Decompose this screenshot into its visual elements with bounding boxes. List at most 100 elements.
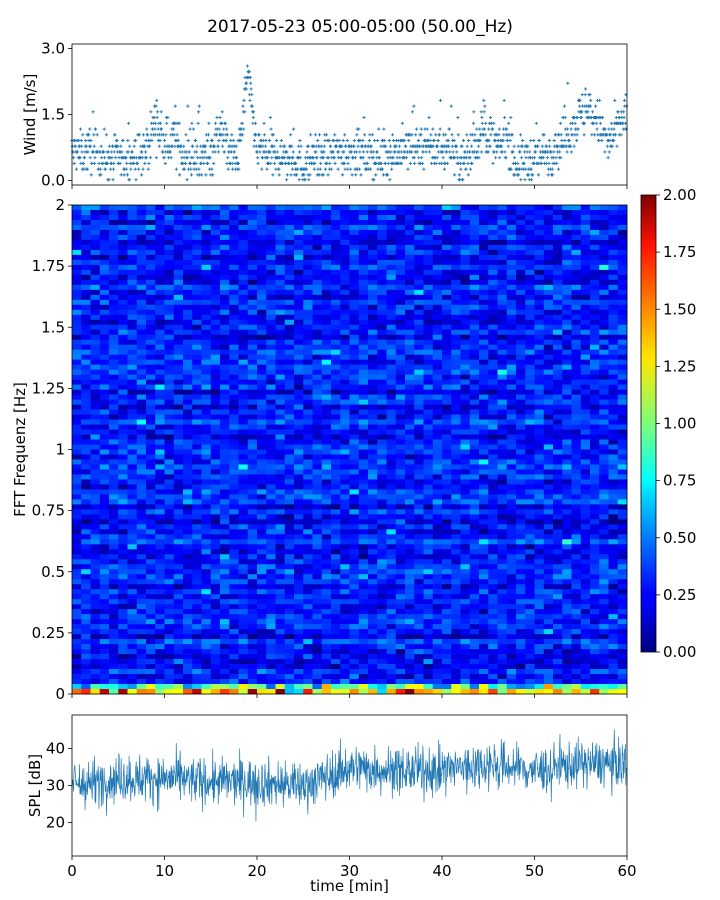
wind-point	[285, 178, 289, 182]
spectrogram-cell	[312, 404, 323, 410]
spectrogram-cell	[340, 374, 350, 380]
spectrogram-cell	[580, 444, 591, 450]
spectrogram-cell	[127, 279, 138, 286]
spectrogram-cell	[405, 379, 415, 385]
spectrogram-cell	[617, 224, 628, 231]
spectrogram-cell	[321, 314, 332, 321]
spectrogram-cell	[469, 259, 480, 266]
spectrogram-cell	[109, 284, 119, 291]
spectrogram-cell	[257, 314, 267, 321]
spectrogram-cell	[284, 359, 295, 365]
spectrogram-cell	[257, 429, 267, 435]
spectrogram-cell	[516, 389, 526, 395]
spectrogram-cell	[479, 469, 489, 475]
spectrogram-cell	[229, 394, 239, 400]
spectrogram-cell	[183, 364, 193, 370]
spectrogram-cell	[99, 404, 110, 410]
spectrogram-cell	[275, 209, 286, 216]
spectrogram-cell	[358, 269, 369, 276]
wind-point	[615, 144, 619, 148]
wind-point	[502, 115, 507, 120]
spectrogram-cell	[442, 434, 452, 440]
spectrogram-cell	[201, 469, 212, 475]
spectrogram-cell	[340, 304, 350, 311]
spectrogram-cell	[90, 424, 101, 430]
spectrogram-cell	[118, 419, 128, 425]
wind-point	[258, 150, 262, 154]
spectrogram-cell	[247, 334, 258, 341]
spectrogram-cell	[580, 334, 591, 341]
spectrogram-cell	[266, 404, 276, 410]
spectrogram-cell	[368, 384, 378, 390]
wind-point	[304, 167, 309, 171]
spectrogram-cell	[99, 229, 110, 236]
spectrogram-cell	[294, 379, 304, 385]
spectrogram-cell	[146, 429, 156, 435]
spectrogram-cell	[423, 394, 434, 400]
spectrogram-cell	[99, 324, 110, 331]
wind-point	[225, 133, 229, 137]
spectrogram-cell	[525, 274, 535, 281]
spectrogram-cell	[284, 339, 295, 346]
spectrogram-cell	[164, 274, 175, 281]
spectrogram-cell	[590, 314, 600, 321]
wind-point	[150, 138, 154, 143]
spectrogram-cell	[469, 314, 480, 321]
spectrogram-cell	[173, 404, 184, 410]
spectrogram-cell	[146, 294, 156, 301]
spectrogram-cell	[164, 489, 175, 495]
spectrogram-cell	[331, 429, 341, 435]
spectrogram-cell	[580, 414, 591, 420]
spectrogram-cell	[284, 224, 295, 231]
spectrogram-cell	[460, 239, 471, 246]
spectrogram-cell	[303, 484, 313, 490]
spectrogram-cell	[321, 259, 332, 266]
spectrogram-cell	[229, 449, 239, 455]
spectrogram-cell	[201, 299, 212, 306]
spectrogram-cell	[136, 414, 147, 420]
spectrogram-cell	[155, 254, 165, 261]
wind-point	[572, 144, 576, 148]
wind-point	[434, 133, 438, 137]
spectrogram-cell	[257, 459, 267, 465]
spectrogram-cell	[571, 379, 582, 385]
spectrogram-cell	[432, 354, 443, 360]
spectrogram-cell	[321, 484, 332, 490]
spectrogram-cell	[414, 209, 424, 216]
spectrogram-cell	[294, 369, 304, 375]
spectrogram-cell	[358, 205, 369, 211]
spectrogram-cell	[516, 349, 526, 355]
wind-point	[302, 173, 306, 177]
spectrogram-cell	[312, 214, 323, 221]
spectrogram-cell	[395, 259, 406, 266]
spectrogram-cell	[81, 439, 91, 445]
spectrogram-cell	[395, 299, 406, 306]
wind-point	[92, 144, 96, 148]
spectrogram-cell	[183, 459, 193, 465]
wind-point	[132, 144, 136, 148]
spectrogram-cell	[136, 299, 147, 306]
spectrogram-cell	[608, 319, 619, 326]
wind-point	[111, 178, 115, 182]
spectrogram-cell	[479, 424, 489, 430]
spectrogram-cell	[257, 264, 267, 271]
spectrogram-cell	[294, 454, 304, 460]
spectrogram-cell	[155, 264, 165, 271]
spectrogram-cell	[469, 344, 480, 350]
wind-point	[479, 150, 484, 154]
spectrogram-cell	[432, 474, 443, 480]
spectrogram-cell	[99, 214, 110, 221]
spectrogram-cell	[72, 319, 82, 326]
spectrogram-cell	[590, 284, 600, 291]
spectrogram-cell	[405, 464, 415, 470]
spectrogram-cell	[423, 294, 434, 301]
spectrogram-cell	[386, 224, 397, 231]
spectrogram-cell	[469, 304, 480, 311]
spectrogram-cell	[340, 339, 350, 346]
spectrogram-cell	[395, 324, 406, 331]
spectrogram-cell	[571, 324, 582, 331]
spectrogram-cell	[284, 279, 295, 286]
spectrogram-cell	[312, 309, 323, 316]
spectrogram-cell	[146, 379, 156, 385]
spectrogram-cell	[479, 429, 489, 435]
